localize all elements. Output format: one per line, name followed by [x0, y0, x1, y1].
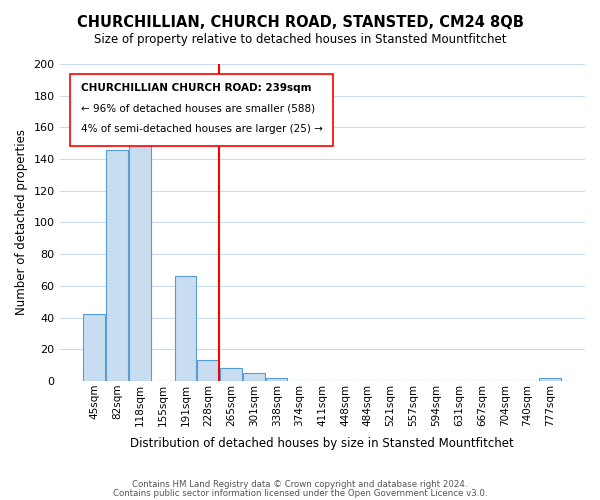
Text: Contains HM Land Registry data © Crown copyright and database right 2024.: Contains HM Land Registry data © Crown c… [132, 480, 468, 489]
Text: 4% of semi-detached houses are larger (25) →: 4% of semi-detached houses are larger (2… [80, 124, 322, 134]
FancyBboxPatch shape [70, 74, 333, 146]
Bar [220, 368, 242, 381]
Y-axis label: Number of detached properties: Number of detached properties [15, 130, 28, 316]
Bar [175, 276, 196, 381]
Bar [197, 360, 219, 381]
Text: CHURCHILLIAN, CHURCH ROAD, STANSTED, CM24 8QB: CHURCHILLIAN, CHURCH ROAD, STANSTED, CM2… [77, 15, 523, 30]
Bar [129, 118, 151, 381]
Bar [106, 150, 128, 381]
Bar [266, 378, 287, 381]
Text: ← 96% of detached houses are smaller (588): ← 96% of detached houses are smaller (58… [80, 104, 314, 114]
Text: Size of property relative to detached houses in Stansted Mountfitchet: Size of property relative to detached ho… [94, 32, 506, 46]
Bar [539, 378, 561, 381]
Bar [83, 314, 105, 381]
Bar [243, 373, 265, 381]
Text: CHURCHILLIAN CHURCH ROAD: 239sqm: CHURCHILLIAN CHURCH ROAD: 239sqm [80, 83, 311, 93]
X-axis label: Distribution of detached houses by size in Stansted Mountfitchet: Distribution of detached houses by size … [130, 437, 514, 450]
Text: Contains public sector information licensed under the Open Government Licence v3: Contains public sector information licen… [113, 489, 487, 498]
